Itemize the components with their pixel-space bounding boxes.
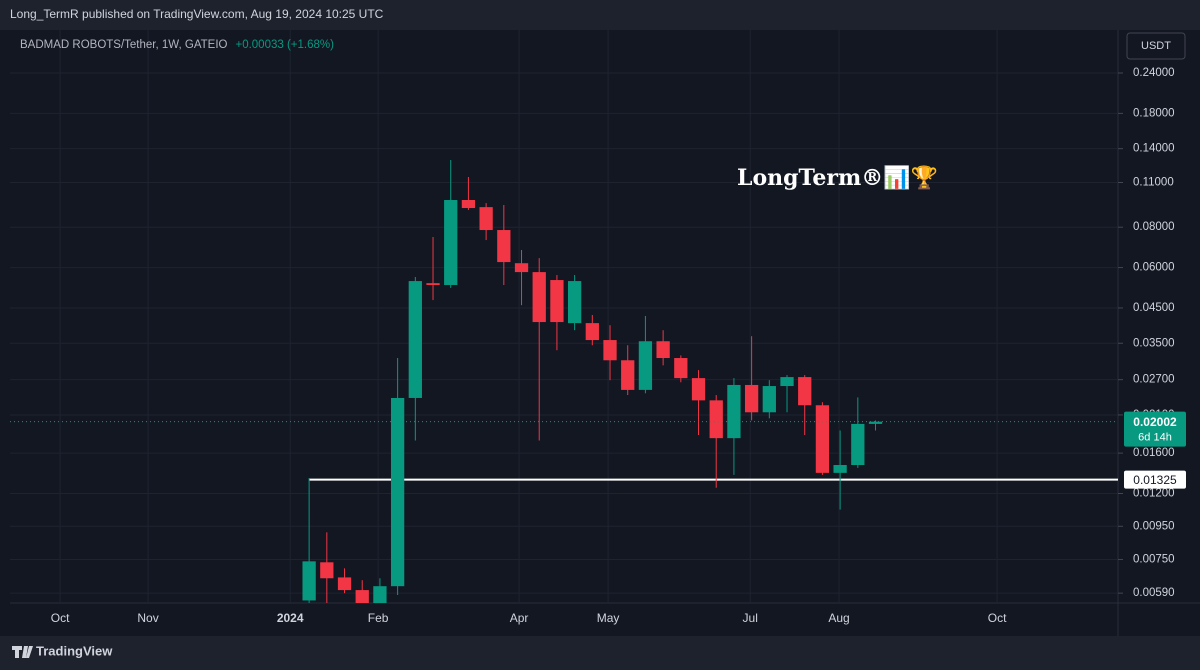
candle-body — [532, 272, 546, 323]
y-tick-label: 0.18000 — [1133, 107, 1175, 119]
level-label: 0.01325 — [1133, 473, 1177, 487]
candle-body — [355, 590, 369, 603]
y-tick-label: 0.00950 — [1133, 520, 1175, 532]
candle-body — [479, 207, 493, 231]
candle-body — [833, 465, 847, 473]
candle-body — [514, 263, 529, 273]
y-tick-label: 0.14000 — [1133, 143, 1175, 155]
x-tick-label: 2024 — [277, 611, 304, 625]
header-bar — [0, 0, 1200, 30]
price-label-box — [1124, 411, 1186, 447]
candle-body — [744, 384, 759, 413]
x-tick-label: Feb — [368, 611, 389, 625]
y-tick-label: 0.04500 — [1133, 302, 1175, 314]
candle-body — [621, 360, 635, 390]
price-change: +0.00033 (+1.68%) — [235, 39, 334, 51]
candle-body — [461, 200, 476, 209]
candle-body — [851, 423, 865, 466]
candle-body — [550, 280, 564, 323]
y-tick-label: 0.00750 — [1133, 553, 1175, 565]
candle-body — [390, 397, 405, 587]
candle-body — [567, 281, 582, 324]
y-tick-label: 0.03500 — [1133, 337, 1175, 349]
candle-body — [762, 386, 776, 413]
candle-body — [408, 281, 422, 398]
y-tick-label: 0.11000 — [1133, 177, 1174, 189]
candle-body — [585, 323, 599, 341]
published: Long_TermR published on TradingView.com,… — [10, 7, 384, 21]
candle-body — [815, 405, 830, 473]
candle-body — [798, 377, 812, 406]
level-label-box — [1124, 470, 1186, 489]
candle-body — [691, 378, 706, 401]
y-tick-label: 0.01600 — [1133, 447, 1175, 459]
y-tick-label: 0.01200 — [1133, 488, 1175, 500]
countdown: 6d 14h — [1138, 432, 1172, 444]
watermark: LongTerm®📊🏆 — [737, 165, 938, 191]
y-tick-label: 0.06000 — [1133, 262, 1175, 274]
y-tick-label: 0.02700 — [1133, 374, 1175, 386]
candle-body — [727, 384, 741, 439]
candle-body — [444, 200, 458, 285]
currency-button[interactable] — [1126, 32, 1186, 60]
candle-body — [868, 421, 883, 424]
candle-body — [674, 358, 688, 379]
candle-body — [320, 562, 334, 579]
x-tick-label: May — [597, 611, 620, 625]
currency[interactable]: USDT — [1141, 40, 1171, 52]
candle-body — [497, 230, 511, 263]
candle-body — [603, 340, 617, 361]
x-tick-label: Nov — [137, 611, 158, 625]
plot-area — [10, 30, 1118, 603]
x-tick-label: Apr — [510, 611, 529, 625]
brand: TradingView — [36, 643, 113, 658]
x-tick-label: Jul — [743, 611, 758, 625]
footer-bar — [0, 636, 1200, 670]
candle-body — [373, 586, 387, 603]
price-label: 0.02002 — [1133, 415, 1177, 429]
candle-body — [709, 400, 723, 439]
x-tick-label: Oct — [51, 611, 70, 625]
candle-body — [638, 341, 653, 390]
y-tick-label: 0.24000 — [1133, 67, 1175, 79]
y-tick-label: 0.08000 — [1133, 221, 1175, 233]
candle-body — [302, 561, 316, 601]
x-tick-label: Oct — [988, 611, 1007, 625]
symbol-title: BADMAD ROBOTS/Tether, 1W, GATEIO — [20, 39, 228, 51]
candle-body — [426, 283, 440, 285]
y-tick-label: 0.00590 — [1133, 587, 1175, 599]
candle-body — [337, 577, 352, 591]
logo — [12, 646, 33, 658]
candle-body — [780, 377, 794, 387]
x-tick-label: Aug — [828, 611, 849, 625]
candle-body — [656, 341, 670, 359]
